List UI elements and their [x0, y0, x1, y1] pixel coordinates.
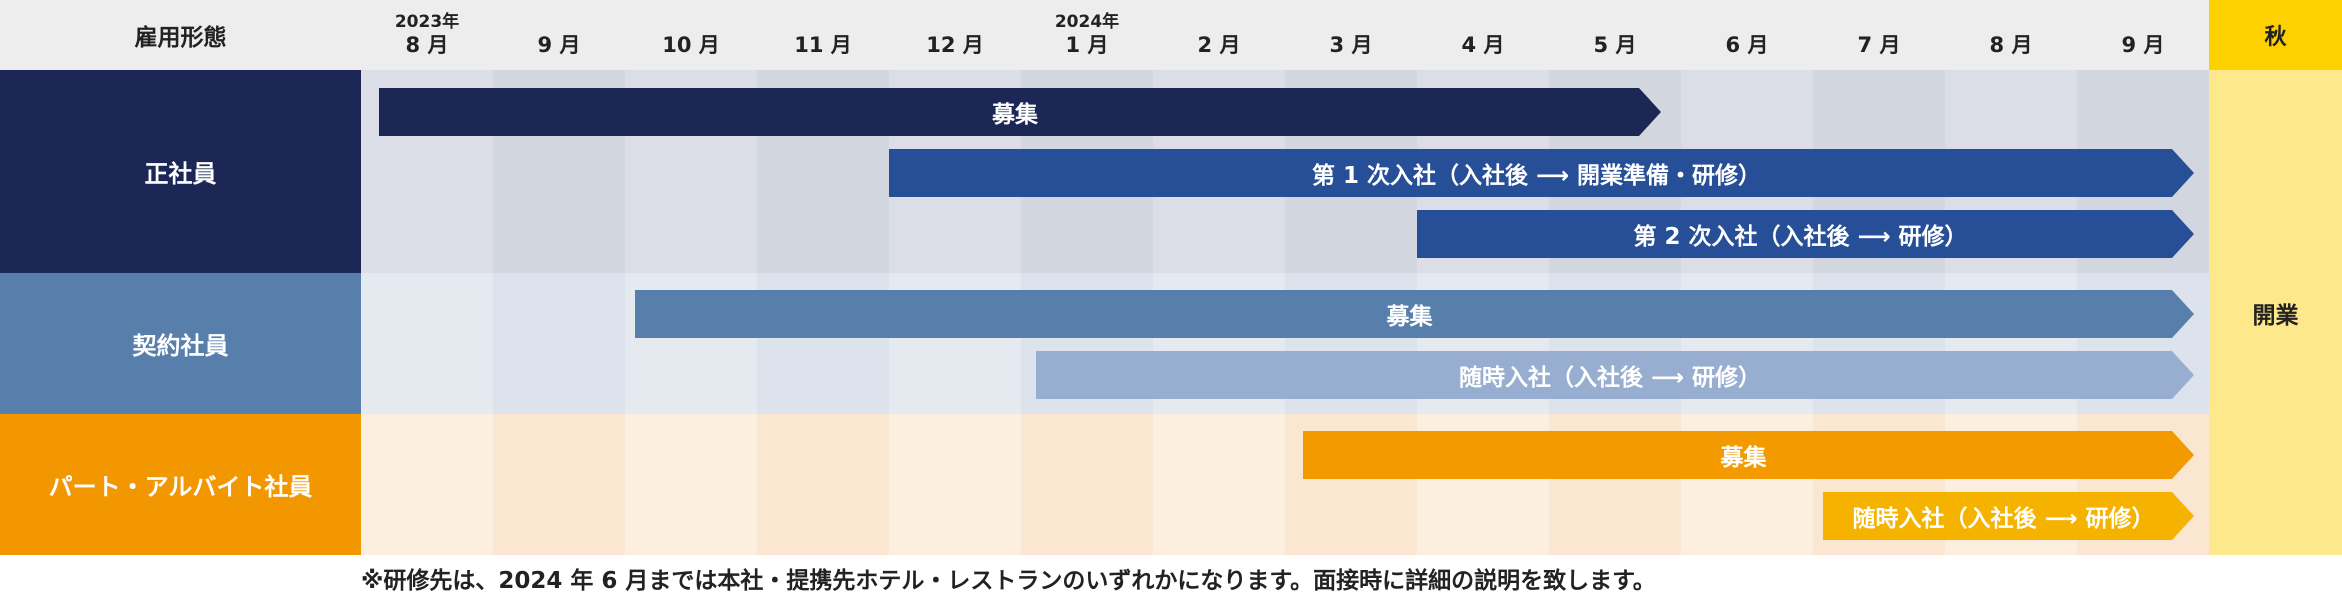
grid-cell [1153, 414, 1286, 555]
month-header-5: 12 月 [889, 0, 1021, 70]
month-header-4: 11 月 [757, 0, 889, 70]
month-header-12: 7 月 [1813, 0, 1945, 70]
month-header-7: 2 月 [1153, 0, 1285, 70]
month-header-month: 8 月 [405, 33, 449, 57]
month-header-8: 3 月 [1285, 0, 1417, 70]
bar-contract-recruit-label: 募集 [1386, 304, 1433, 330]
month-header-2: 9 月 [493, 0, 625, 70]
category-header-label: 雇用形態 [134, 25, 227, 51]
row-label-contract-text: 契約社員 [132, 332, 229, 360]
month-header-11: 6 月 [1681, 0, 1813, 70]
autumn-event-label: 開業 [2252, 302, 2299, 329]
bar-contract-join: 随時入社（入社後 ⟶ 研修） [1036, 351, 2194, 399]
grid-cell [361, 273, 494, 414]
bar-parttime-join: 随時入社（入社後 ⟶ 研修） [1823, 492, 2194, 540]
footnote: ※研修先は、2024 年 6 月までは本社・提携先ホテル・レストランのいずれかに… [361, 560, 1656, 596]
month-header-month: 12 月 [926, 33, 984, 57]
month-header-6: 2024年 1 月 [1021, 0, 1153, 70]
bar-fulltime-first-join: 第 1 次入社（入社後 ⟶ 開業準備・研修） [889, 149, 2194, 197]
month-header-month: 10 月 [662, 33, 720, 57]
month-header-month: 3 月 [1329, 33, 1373, 57]
month-header-3: 10 月 [625, 0, 757, 70]
bar-parttime-join-label: 随時入社（入社後 ⟶ 研修） [1852, 506, 2155, 532]
grid-cell [361, 414, 494, 555]
row-label-fulltime: 正社員 [0, 70, 361, 273]
bar-fulltime-first-join-label: 第 1 次入社（入社後 ⟶ 開業準備・研修） [1311, 163, 1761, 189]
bar-fulltime-recruit-label: 募集 [992, 102, 1038, 128]
grid-cell [1021, 414, 1154, 555]
month-header-month: 5 月 [1593, 33, 1637, 57]
month-header-month: 9 月 [2121, 33, 2165, 57]
month-header-month: 11 月 [794, 33, 852, 57]
category-header: 雇用形態 [0, 0, 361, 70]
grid-cell [889, 414, 1022, 555]
month-header-year: 2024年 [1054, 12, 1120, 32]
month-header-13: 8 月 [1945, 0, 2077, 70]
row-label-fulltime-text: 正社員 [144, 160, 217, 188]
row-label-parttime: パート・アルバイト社員 [0, 414, 361, 555]
month-header-9: 4 月 [1417, 0, 1549, 70]
month-header-14: 9 月 [2077, 0, 2209, 70]
bar-fulltime-recruit: 募集 [379, 88, 1661, 136]
grid-cell [625, 414, 758, 555]
footnote-text: ※研修先は、2024 年 6 月までは本社・提携先ホテル・レストランのいずれかに… [361, 568, 1656, 594]
autumn-header: 秋 [2209, 0, 2342, 70]
month-header-month: 4 月 [1461, 33, 1505, 57]
grid-cell [493, 414, 626, 555]
month-header-10: 5 月 [1549, 0, 1681, 70]
row-label-parttime-text: パート・アルバイト社員 [48, 473, 313, 501]
bar-fulltime-second-join: 第 2 次入社（入社後 ⟶ 研修） [1417, 210, 2194, 258]
row-label-contract: 契約社員 [0, 273, 361, 414]
month-header-month: 7 月 [1857, 33, 1901, 57]
month-header-month: 2 月 [1197, 33, 1241, 57]
month-header-month: 9 月 [537, 33, 581, 57]
grid-cell [493, 273, 626, 414]
bar-contract-recruit: 募集 [635, 290, 2194, 338]
bar-contract-join-label: 随時入社（入社後 ⟶ 研修） [1459, 365, 1761, 391]
bar-parttime-recruit-label: 募集 [1720, 445, 1767, 471]
bar-fulltime-second-join-label: 第 2 次入社（入社後 ⟶ 研修） [1633, 224, 1968, 250]
month-header-1: 2023年 8 月 [361, 0, 493, 70]
month-header-month: 1 月 [1065, 33, 1109, 57]
autumn-header-label: 秋 [2264, 25, 2287, 50]
month-header-month: 8 月 [1989, 33, 2033, 57]
bar-parttime-recruit: 募集 [1303, 431, 2194, 479]
month-header-month: 6 月 [1725, 33, 1769, 57]
grid-cell [757, 414, 890, 555]
autumn-column: 開業 [2209, 70, 2342, 555]
month-header-year: 2023年 [394, 12, 460, 32]
